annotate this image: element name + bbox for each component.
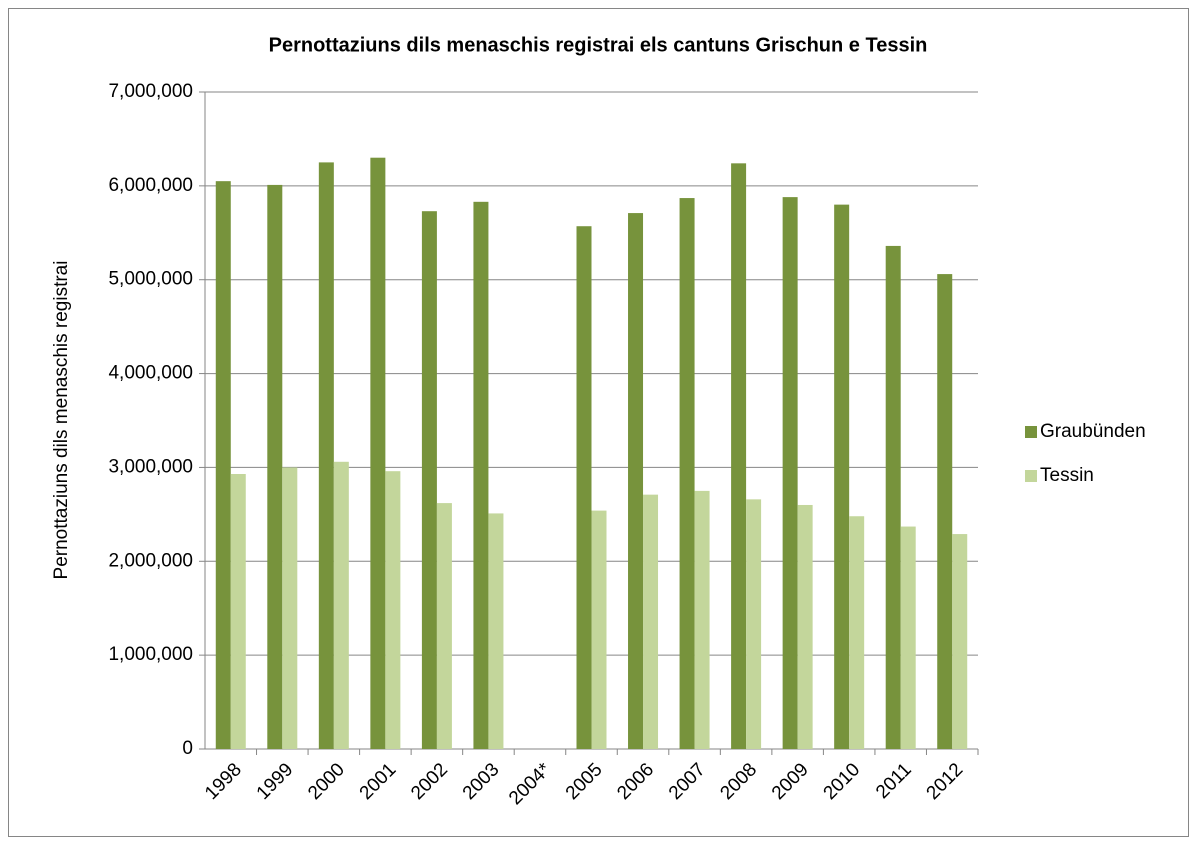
- bar: [952, 534, 968, 749]
- bar: [576, 226, 592, 750]
- bar: [267, 184, 283, 749]
- bar: [849, 516, 865, 749]
- bar: [746, 499, 762, 749]
- y-tick-label: 6,000,000: [108, 175, 193, 196]
- legend-label: Tessin: [1040, 465, 1094, 486]
- bar: [318, 162, 334, 750]
- bar: [731, 163, 747, 749]
- bar: [628, 213, 644, 750]
- bar: [385, 471, 401, 749]
- y-tick-label: 7,000,000: [108, 81, 193, 102]
- bar: [834, 204, 850, 750]
- bar: [694, 490, 710, 749]
- bar: [591, 510, 607, 749]
- bar: [230, 473, 246, 749]
- bar: [333, 461, 349, 749]
- bar: [488, 513, 504, 749]
- y-tick-label: 1,000,000: [108, 644, 193, 665]
- bar: [215, 181, 231, 749]
- bar: [885, 245, 901, 749]
- bar: [937, 274, 953, 749]
- legend-swatch: [1025, 426, 1037, 438]
- bar: [282, 467, 298, 749]
- y-tick-label: 3,000,000: [108, 456, 193, 477]
- y-tick-label: 2,000,000: [108, 550, 193, 571]
- bar: [782, 197, 798, 749]
- bar: [900, 526, 916, 749]
- bar: [473, 201, 489, 749]
- bar: [643, 494, 659, 749]
- legend-label: Graubünden: [1040, 421, 1146, 442]
- y-tick-label: 0: [182, 738, 193, 759]
- legend-swatch: [1025, 470, 1037, 482]
- y-axis-label: Pernottaziuns dils menaschis registrai: [51, 261, 72, 580]
- y-tick-label: 4,000,000: [108, 363, 193, 384]
- chart-title: Pernottaziuns dils menaschis registrai e…: [269, 34, 928, 56]
- bar: [797, 504, 813, 749]
- bar: [679, 198, 695, 749]
- y-tick-label: 5,000,000: [108, 269, 193, 290]
- bar: [421, 211, 437, 749]
- bar: [436, 503, 452, 749]
- bar: [370, 157, 386, 749]
